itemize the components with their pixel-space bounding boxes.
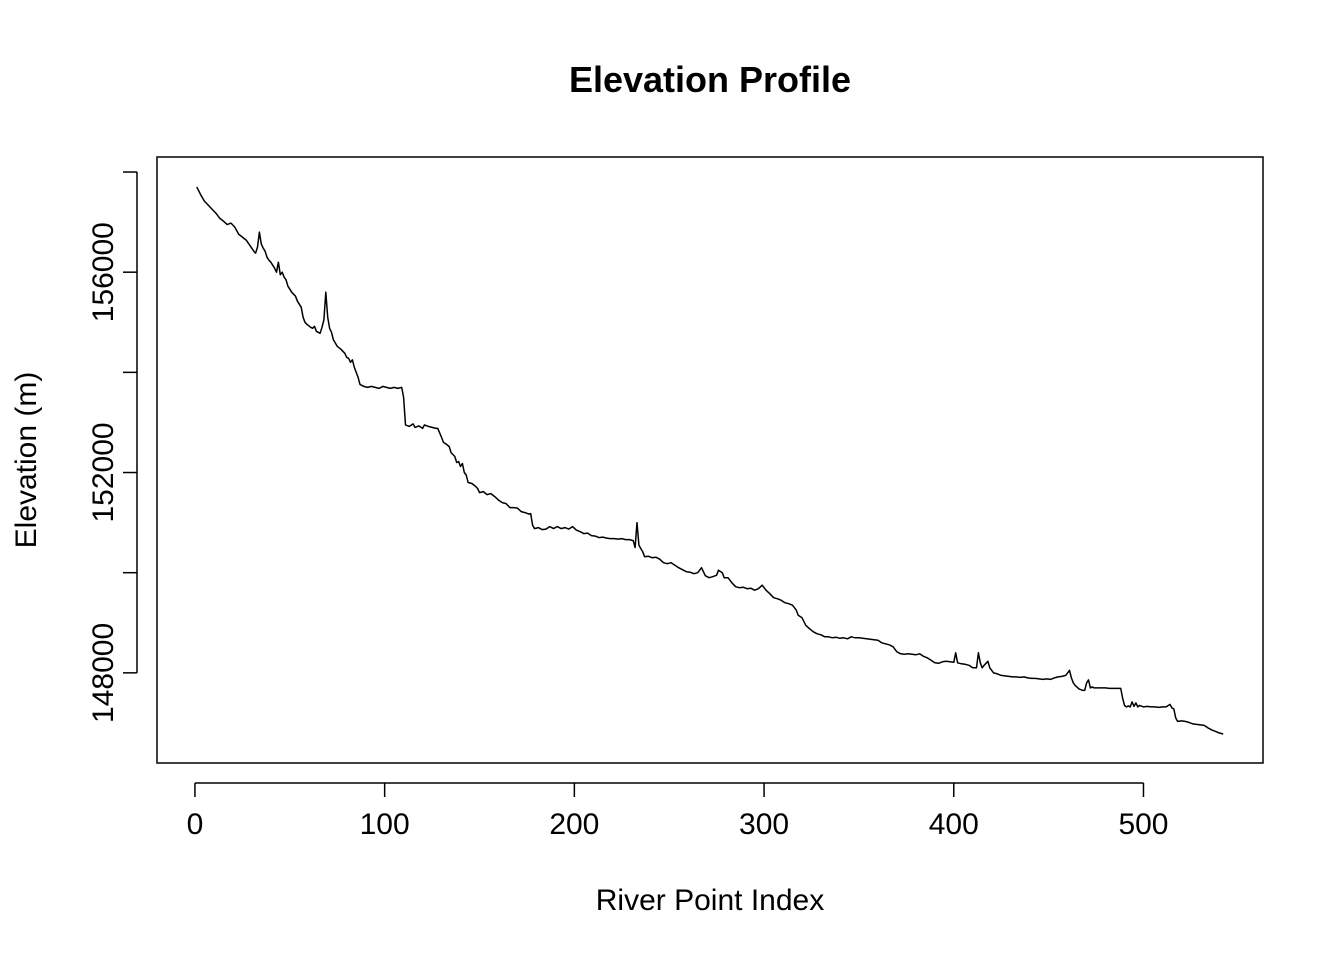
plot-area [196, 186, 1224, 735]
y-axis-label: Elevation (m) [10, 372, 43, 549]
y-tick-label: 148000 [87, 623, 120, 723]
series-line-1 [196, 186, 1224, 735]
x-axis-label: River Point Index [596, 884, 824, 917]
x-tick-label: 400 [929, 808, 979, 841]
x-tick-label: 200 [549, 808, 599, 841]
x-tick-label: 0 [187, 808, 204, 841]
plot-frame [156, 156, 1264, 764]
x-tick-label: 500 [1118, 808, 1168, 841]
chart-title: Elevation Profile [569, 59, 851, 100]
y-axis: 148000 152000 156000 [87, 171, 138, 723]
x-tick-label: 100 [360, 808, 410, 841]
y-tick-label: 156000 [87, 222, 120, 322]
x-axis: 0 100 200 300 400 500 [187, 782, 1169, 841]
y-tick-label: 152000 [87, 422, 120, 522]
x-tick-label: 300 [739, 808, 789, 841]
